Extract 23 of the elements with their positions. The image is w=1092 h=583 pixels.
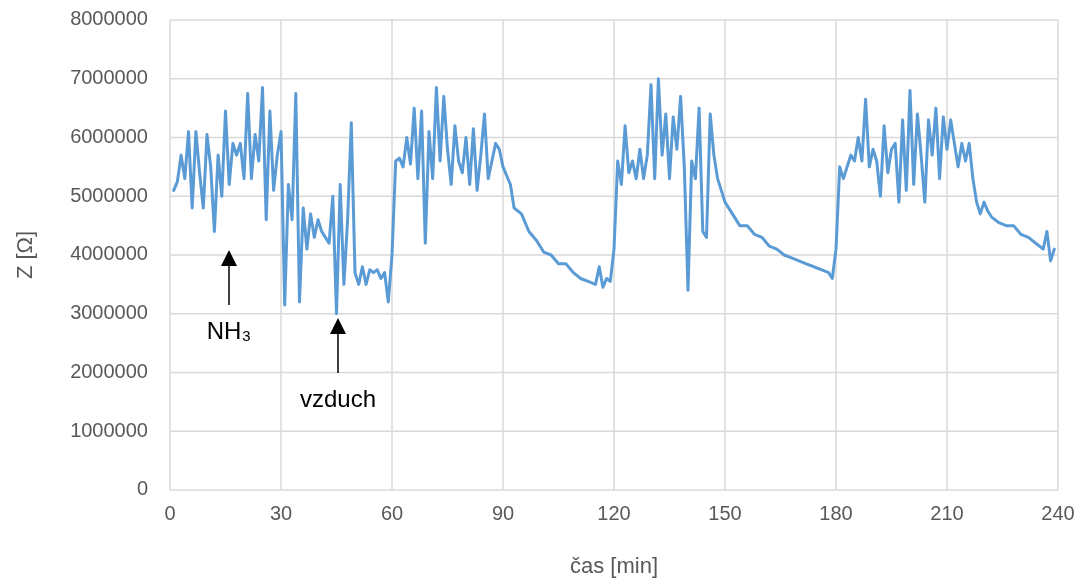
y-axis-title: Z [Ω] [12,230,37,280]
y-tick-label: 2000000 [70,359,148,382]
y-tick-label: 4000000 [70,242,148,265]
x-tick-label: 90 [491,502,515,524]
y-tick-label: 8000000 [70,7,148,30]
x-tick-label: 150 [708,502,742,524]
annotation: NH₃ [206,317,252,344]
y-tick-label: 6000000 [70,124,148,147]
x-tick-label: 0 [164,502,176,524]
x-tick-label: 240 [1041,502,1075,524]
annotation: vzduch [299,385,377,412]
x-tick-label: 210 [930,502,964,524]
y-tick-label: 5000000 [70,183,148,206]
x-tick-label: 30 [269,502,293,524]
x-tick-label: 60 [380,502,404,524]
y-tick-label: 7000000 [70,66,148,89]
y-tick-label: 0 [136,477,148,500]
x-tick-label: 120 [597,502,631,524]
line-series [172,77,1056,316]
y-tick-label: 3000000 [70,301,148,324]
x-tick-label: 180 [819,502,853,524]
x-axis-title: čas [min] [569,553,659,578]
y-tick-label: 1000000 [70,418,148,441]
